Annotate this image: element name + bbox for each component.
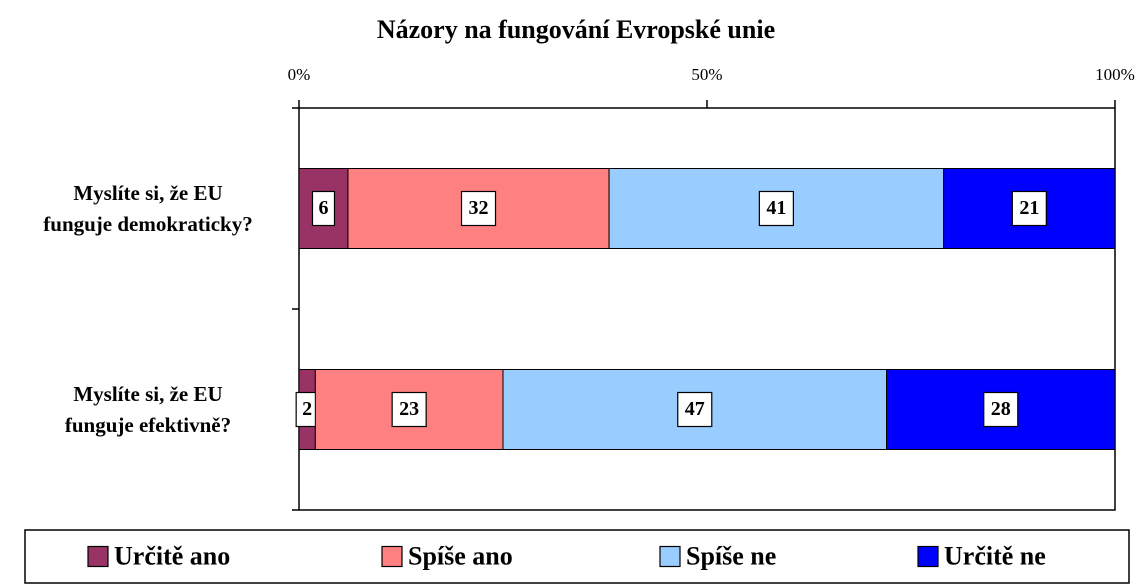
legend-label: Určitě ano	[114, 541, 230, 570]
legend-swatch	[917, 545, 939, 568]
data-label-box	[758, 190, 794, 227]
data-label: 2	[302, 398, 312, 420]
legend-label: Spíše ne	[686, 541, 776, 570]
data-label: 41	[766, 197, 786, 219]
legend-swatch	[381, 545, 403, 568]
x-tick-label: 0%	[288, 65, 311, 84]
data-label-box	[391, 391, 427, 428]
legend-label: Určitě ne	[944, 541, 1046, 570]
y-tick-label: Myslíte si, že EU funguje efektivně?	[64, 381, 232, 437]
data-label: 32	[469, 197, 489, 219]
data-label-box	[983, 391, 1019, 428]
data-label: 23	[399, 398, 419, 420]
legend-swatch	[87, 545, 109, 568]
data-label-box	[460, 190, 497, 227]
data-label-box	[1011, 190, 1047, 227]
legend-swatch	[659, 545, 681, 568]
data-label-box	[677, 391, 713, 428]
y-tick-label: Myslíte si, že EU funguje demokraticky?	[43, 180, 253, 236]
x-tick-label: 100%	[1095, 65, 1135, 84]
data-label-box	[311, 190, 336, 227]
chart-title: Názory na fungování Evropské unie	[377, 15, 775, 44]
legend-frame	[24, 529, 1130, 584]
data-label: 21	[1019, 197, 1039, 219]
data-label: 6	[318, 197, 328, 219]
data-label: 28	[991, 398, 1011, 420]
x-tick-label: 50%	[691, 65, 722, 84]
data-label: 47	[685, 398, 705, 420]
legend-label: Spíše ano	[408, 541, 513, 570]
